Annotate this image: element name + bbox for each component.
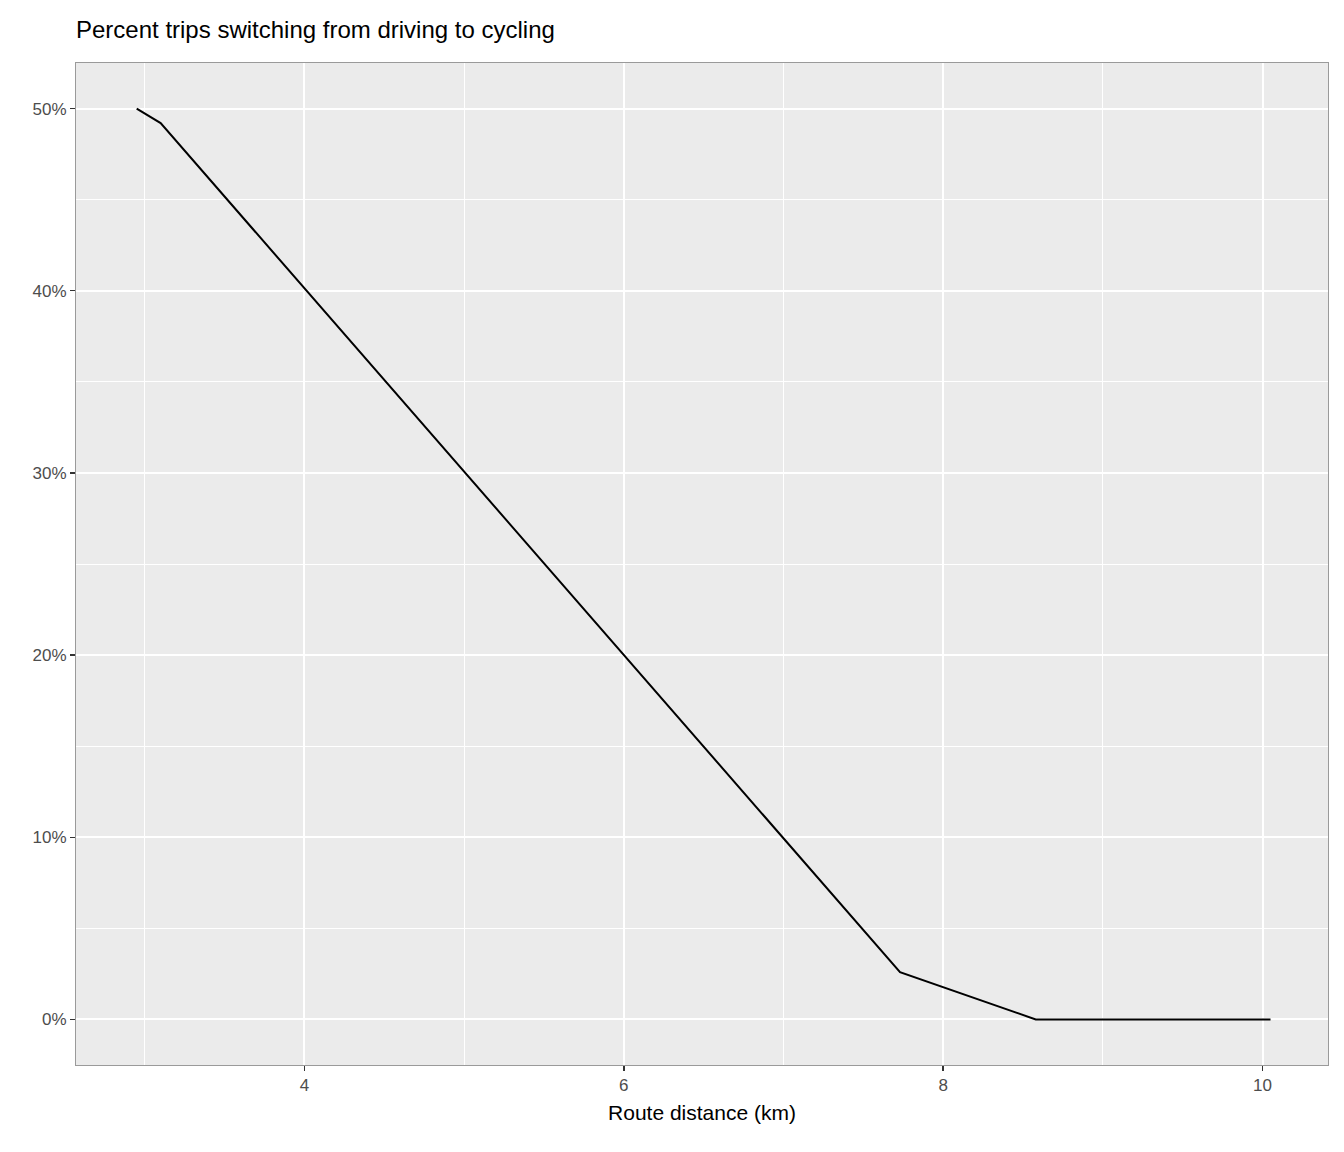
svg-text:20%: 20% <box>33 646 67 665</box>
svg-text:10%: 10% <box>33 828 67 847</box>
svg-text:50%: 50% <box>33 100 67 119</box>
svg-text:10: 10 <box>1253 1076 1272 1095</box>
svg-text:30%: 30% <box>33 464 67 483</box>
svg-text:40%: 40% <box>33 282 67 301</box>
svg-text:6: 6 <box>619 1076 628 1095</box>
svg-text:0%: 0% <box>42 1010 67 1029</box>
svg-text:Percent trips switching from d: Percent trips switching from driving to … <box>76 16 555 43</box>
svg-text:Route distance (km): Route distance (km) <box>608 1101 796 1124</box>
svg-text:8: 8 <box>938 1076 947 1095</box>
svg-text:4: 4 <box>300 1076 309 1095</box>
